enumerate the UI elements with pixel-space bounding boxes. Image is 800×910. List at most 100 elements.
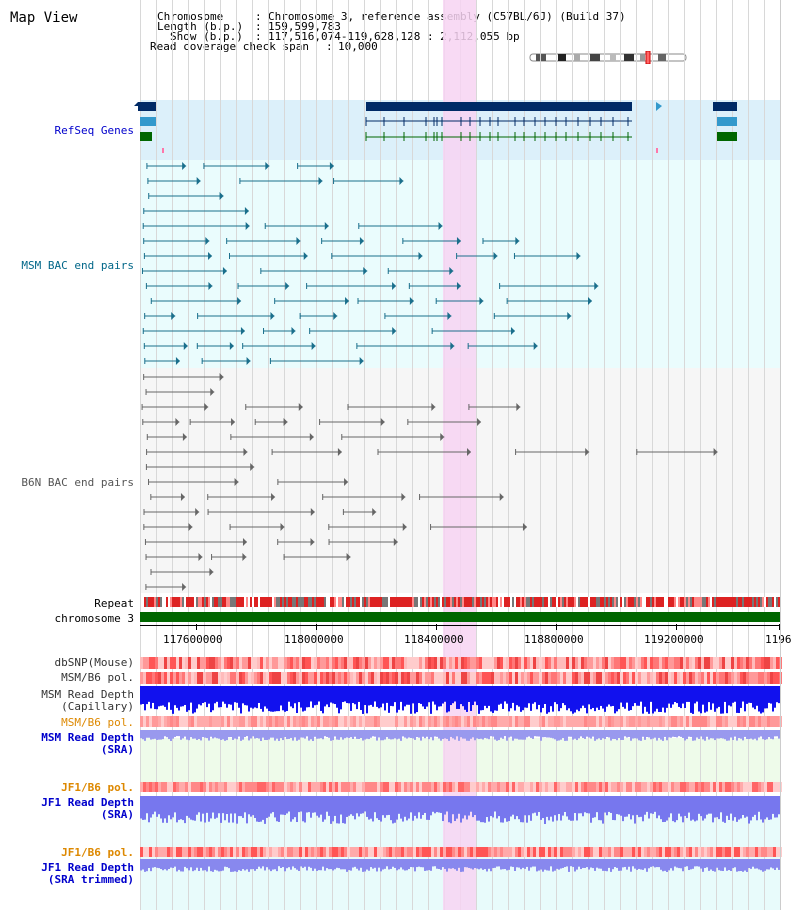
track-label-dbsnp[interactable]: dbSNP(Mouse) xyxy=(54,656,134,669)
selected-region-highlight[interactable] xyxy=(443,0,476,910)
jf1-sra-depth xyxy=(250,796,252,817)
jf1-sra-depth xyxy=(746,796,748,817)
msm-sra-depth xyxy=(438,730,440,739)
dbsnp-heat xyxy=(263,657,266,669)
track-label-jf1-b6-pol-2[interactable]: JF1/B6 pol. xyxy=(61,846,134,859)
jf1-trimmed-depth xyxy=(292,859,294,867)
jf1-pol-heat xyxy=(770,782,773,792)
msm-pol2-heat xyxy=(239,716,242,727)
jf1-pol-heat xyxy=(257,782,260,792)
msm-pol2-heat xyxy=(203,716,206,727)
msm-capillary-depth xyxy=(168,686,170,703)
jf1-sra-depth xyxy=(466,796,468,820)
jf1-trimmed-depth xyxy=(592,859,594,869)
jf1-pol-heat xyxy=(140,782,143,792)
msm-sra-depth xyxy=(756,730,758,741)
b6n-bac-pair-arrow xyxy=(310,538,315,546)
msm-sra-depth xyxy=(718,730,720,739)
jf1-pol-heat xyxy=(221,782,224,792)
jf1-trimmed-depth xyxy=(706,859,708,868)
msm-pol-heat xyxy=(311,672,314,684)
jf1-pol-heat xyxy=(506,782,509,792)
msm-bac-pair-arrow xyxy=(333,312,338,320)
jf1-pol2-heat xyxy=(716,847,719,857)
msm-sra-depth xyxy=(656,730,658,741)
msm-pol2-heat xyxy=(626,716,629,727)
msm-pol2-heat xyxy=(362,716,365,727)
msm-sra-depth xyxy=(616,730,618,741)
jf1-pol2-heat xyxy=(362,847,365,857)
track-label-msm-read-depth-sra[interactable]: MSM Read Depth xyxy=(41,731,134,744)
dbsnp-heat xyxy=(650,657,653,669)
repeat-feature xyxy=(502,597,504,607)
msm-capillary-depth xyxy=(274,686,276,712)
dbsnp-heat xyxy=(188,657,191,669)
chromosome-ideogram[interactable] xyxy=(528,51,690,64)
jf1-pol2-heat xyxy=(221,847,224,857)
dbsnp-heat xyxy=(299,657,302,669)
repeat-feature xyxy=(724,597,726,607)
track-label-repeat[interactable]: Repeat xyxy=(94,597,134,610)
track-label-msm-bac[interactable]: MSM BAC end pairs xyxy=(21,259,134,272)
track-label-msm-b6-pol-1[interactable]: MSM/B6 pol. xyxy=(61,671,134,684)
msm-capillary-depth xyxy=(410,686,412,714)
msm-capillary-depth xyxy=(244,686,246,706)
repeat-feature xyxy=(330,597,332,607)
msm-pol2-heat xyxy=(734,716,737,727)
msm-bac-pair-arrow xyxy=(245,222,250,230)
jf1-trimmed-depth xyxy=(718,859,720,871)
jf1-pol2-heat xyxy=(341,847,344,857)
msm-sra-depth xyxy=(470,730,472,739)
msm-sra-depth xyxy=(238,730,240,737)
msm-pol-heat xyxy=(194,672,197,684)
jf1-pol2-heat xyxy=(158,847,161,857)
track-label-jf1-read-depth-sra[interactable]: JF1 Read Depth xyxy=(41,796,134,809)
msm-sra-depth xyxy=(698,730,700,739)
jf1-pol2-heat xyxy=(371,847,374,857)
msm-pol-heat xyxy=(617,672,620,684)
msm-sra-depth xyxy=(772,730,774,740)
msm-capillary-depth xyxy=(170,686,172,710)
msm-sra-depth xyxy=(758,730,760,738)
msm-capillary-depth xyxy=(536,686,538,710)
msm-pol2-heat xyxy=(212,716,215,727)
track-label-b6n-bac[interactable]: B6N BAC end pairs xyxy=(21,476,134,489)
jf1-trimmed-depth xyxy=(400,859,402,868)
repeat-feature xyxy=(202,597,204,607)
repeat-feature xyxy=(332,597,334,607)
jf1-sra-depth xyxy=(408,796,410,819)
jf1-trimmed-depth xyxy=(370,859,372,868)
track-label-msm-b6-pol-2[interactable]: MSM/B6 pol. xyxy=(61,716,134,729)
jf1-pol-heat xyxy=(581,782,584,792)
msm-pol-heat xyxy=(458,672,461,684)
msm-capillary-depth xyxy=(344,686,346,702)
jf1-sra-depth xyxy=(210,796,212,819)
jf1-pol2-heat xyxy=(380,847,383,857)
msm-pol-heat xyxy=(581,672,584,684)
msm-pol2-heat xyxy=(572,716,575,727)
jf1-sra-depth xyxy=(650,796,652,814)
msm-capillary-depth xyxy=(572,686,574,714)
msm-pol2-heat xyxy=(491,716,494,727)
jf1-pol-heat xyxy=(335,782,338,792)
jf1-pol2-heat xyxy=(251,847,254,857)
track-label-jf1-read-depth-trimmed[interactable]: JF1 Read Depth xyxy=(41,861,134,874)
grid-lines xyxy=(140,0,780,910)
repeat-feature xyxy=(254,597,256,607)
track-label-chromosome[interactable]: chromosome 3 xyxy=(54,612,134,625)
msm-sra-depth xyxy=(688,730,690,737)
repeat-feature xyxy=(672,597,674,607)
track-label-jf1-b6-pol-1[interactable]: JF1/B6 pol. xyxy=(61,781,134,794)
msm-capillary-depth xyxy=(640,686,642,702)
msm-pol-heat xyxy=(533,672,536,684)
msm-capillary-depth xyxy=(762,686,764,713)
jf1-pol2-heat xyxy=(272,847,275,857)
track-label-msm-read-depth-cap[interactable]: MSM Read Depth xyxy=(41,688,134,701)
dbsnp-heat xyxy=(203,657,206,669)
jf1-pol2-heat xyxy=(530,847,533,857)
msm-sra-depth xyxy=(156,730,158,740)
track-label-refseq[interactable]: RefSeq Genes xyxy=(54,124,134,137)
repeat-feature xyxy=(534,597,536,607)
repeat-feature xyxy=(500,597,502,607)
